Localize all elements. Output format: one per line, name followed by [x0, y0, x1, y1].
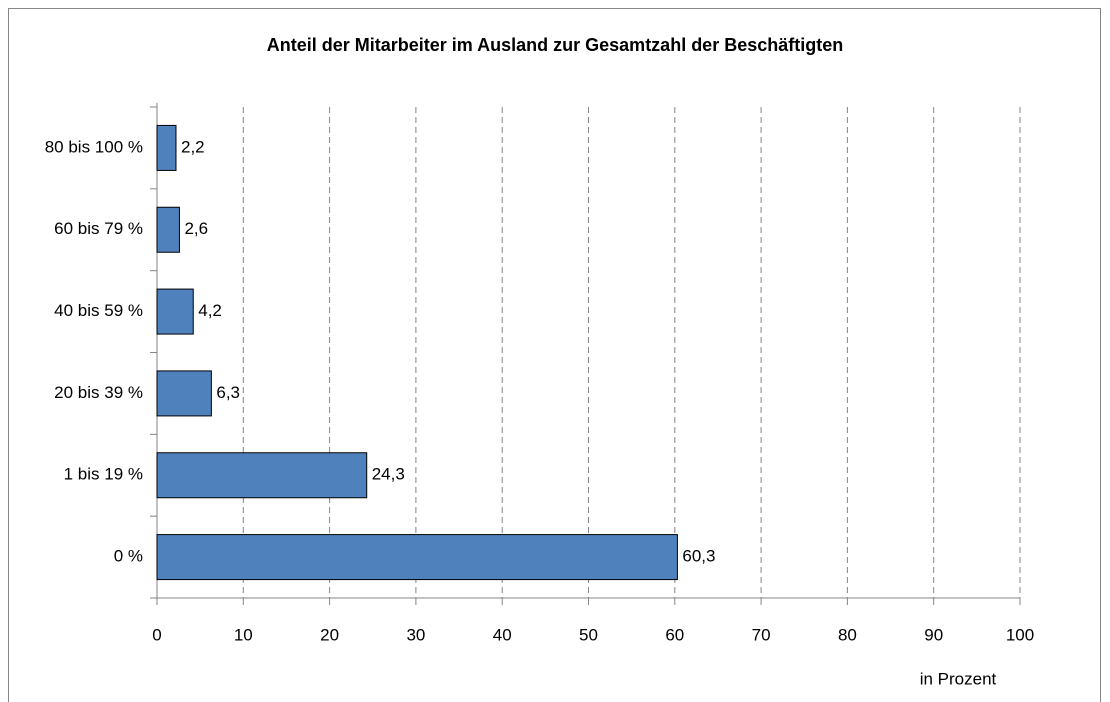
value-label: 6,3 [216, 383, 240, 402]
value-label: 60,3 [682, 547, 715, 566]
value-label: 24,3 [372, 465, 405, 484]
y-tick-label: 80 bis 100 % [45, 137, 143, 156]
x-tick-label: 50 [579, 625, 598, 644]
bar [156, 370, 212, 417]
bar [156, 288, 194, 335]
x-tick-label: 60 [665, 625, 684, 644]
value-label: 2,6 [184, 219, 208, 238]
x-tick-label: 100 [1006, 625, 1034, 644]
x-tick-label: 70 [752, 625, 771, 644]
bar [156, 452, 368, 499]
x-tick-label: 0 [152, 625, 161, 644]
x-tick-label: 90 [924, 625, 943, 644]
y-tick-label: 1 bis 19 % [64, 465, 143, 484]
y-tick-label: 0 % [114, 547, 143, 566]
y-tick-label: 20 bis 39 % [54, 383, 143, 402]
x-tick-label: 80 [838, 625, 857, 644]
x-tick-label: 30 [406, 625, 425, 644]
bar [156, 206, 180, 253]
y-tick-label: 40 bis 59 % [54, 301, 143, 320]
chart-title: Anteil der Mitarbeiter im Ausland zur Ge… [267, 35, 843, 55]
bar [156, 534, 678, 581]
x-tick-label: 20 [320, 625, 339, 644]
value-label: 2,2 [181, 137, 205, 156]
bar [156, 124, 177, 171]
chart-frame [8, 8, 1101, 702]
x-axis-label: in Prozent [920, 669, 997, 688]
x-tick-label: 10 [234, 625, 253, 644]
value-label: 4,2 [198, 301, 222, 320]
x-tick-label: 40 [493, 625, 512, 644]
y-tick-label: 60 bis 79 % [54, 219, 143, 238]
